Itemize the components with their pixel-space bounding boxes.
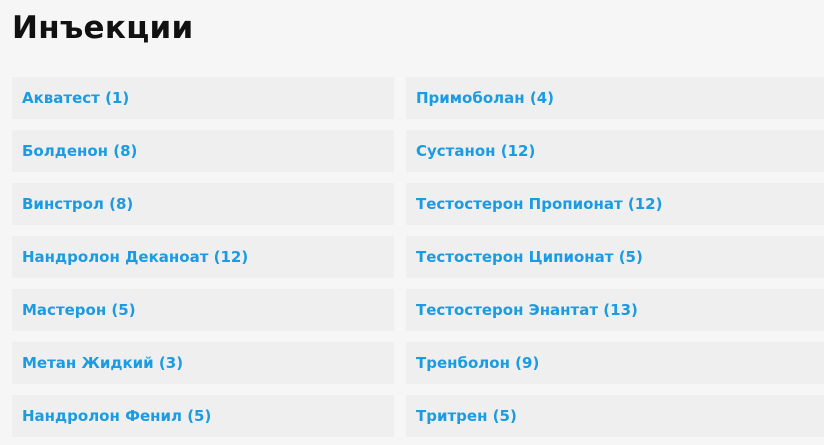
category-link[interactable]: Тренболон (9) <box>416 354 540 372</box>
category-item[interactable]: Тестостерон Энантат (13) <box>406 289 824 331</box>
category-item[interactable]: Тестостерон Ципионат (5) <box>406 236 824 278</box>
category-link[interactable]: Мастерон (5) <box>22 301 136 319</box>
category-link[interactable]: Болденон (8) <box>22 142 138 160</box>
category-item[interactable]: Тестостерон Пропионат (12) <box>406 183 824 225</box>
category-link[interactable]: Тестостерон Ципионат (5) <box>416 248 643 266</box>
category-item[interactable]: Болденон (8) <box>12 130 394 172</box>
category-item[interactable]: Нандролон Фенил (5) <box>12 395 394 437</box>
category-item[interactable]: Акватест (1) <box>12 77 394 119</box>
category-item[interactable]: Сустанон (12) <box>406 130 824 172</box>
category-link[interactable]: Акватест (1) <box>22 89 130 107</box>
page-title: Инъекции <box>12 10 194 46</box>
category-link[interactable]: Тестостерон Энантат (13) <box>416 301 638 319</box>
category-item[interactable]: Метан Жидкий (3) <box>12 342 394 384</box>
category-list: Акватест (1) Примоболан (4) Болденон (8) Су… <box>12 77 824 437</box>
category-item[interactable]: Винстрол (8) <box>12 183 394 225</box>
category-link[interactable]: Сустанон (12) <box>416 142 536 160</box>
category-link[interactable]: Тритрен (5) <box>416 407 517 425</box>
category-item[interactable]: Нандролон Деканоат (12) <box>12 236 394 278</box>
category-link[interactable]: Нандролон Деканоат (12) <box>22 248 249 266</box>
category-item[interactable]: Примоболан (4) <box>406 77 824 119</box>
category-item[interactable]: Тритрен (5) <box>406 395 824 437</box>
category-item[interactable]: Тренболон (9) <box>406 342 824 384</box>
category-link[interactable]: Тестостерон Пропионат (12) <box>416 195 663 213</box>
category-link[interactable]: Примоболан (4) <box>416 89 554 107</box>
category-link[interactable]: Винстрол (8) <box>22 195 134 213</box>
category-link[interactable]: Метан Жидкий (3) <box>22 354 184 372</box>
category-item[interactable]: Мастерон (5) <box>12 289 394 331</box>
category-link[interactable]: Нандролон Фенил (5) <box>22 407 212 425</box>
